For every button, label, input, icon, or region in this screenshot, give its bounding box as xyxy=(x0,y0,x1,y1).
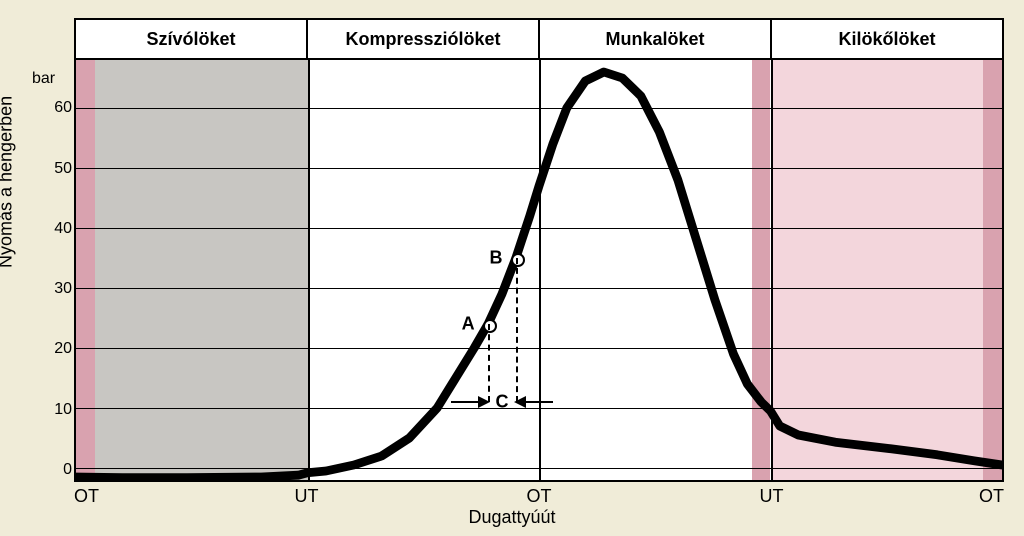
ytick-10: 10 xyxy=(32,401,72,419)
xtick-1: UT xyxy=(295,486,319,507)
stroke-header-2: Kompressziólöket xyxy=(308,20,540,58)
stroke-header-3: Munkalöket xyxy=(540,20,772,58)
stroke-header-1: Szívólöket xyxy=(76,20,308,58)
plot-wrap: Szívólöket Kompressziólöket Munkalöket K… xyxy=(74,18,1004,482)
y-axis-label: Nyomás a hengerben xyxy=(0,96,17,268)
ytick-30: 30 xyxy=(32,280,72,298)
xtick-2: OT xyxy=(527,486,552,507)
ytick-60: 60 xyxy=(32,99,72,117)
ytick-0: 0 xyxy=(32,461,72,479)
stroke-header-4: Kilökőlöket xyxy=(772,20,1002,58)
chart-frame: Nyomás a hengerben Szívólöket Kompresszi… xyxy=(0,0,1024,536)
y-axis-unit: bar xyxy=(32,70,55,88)
ytick-50: 50 xyxy=(32,160,72,178)
xtick-4: OT xyxy=(979,486,1004,507)
x-axis-label: Dugattyúút xyxy=(468,507,555,528)
xtick-3: UT xyxy=(760,486,784,507)
stroke-header-row: Szívólöket Kompressziólöket Munkalöket K… xyxy=(74,18,1004,60)
plot-area: ABC xyxy=(74,60,1004,482)
ytick-40: 40 xyxy=(32,220,72,238)
pressure-curve xyxy=(76,60,1002,480)
ytick-20: 20 xyxy=(32,340,72,358)
xtick-0: OT xyxy=(74,486,99,507)
